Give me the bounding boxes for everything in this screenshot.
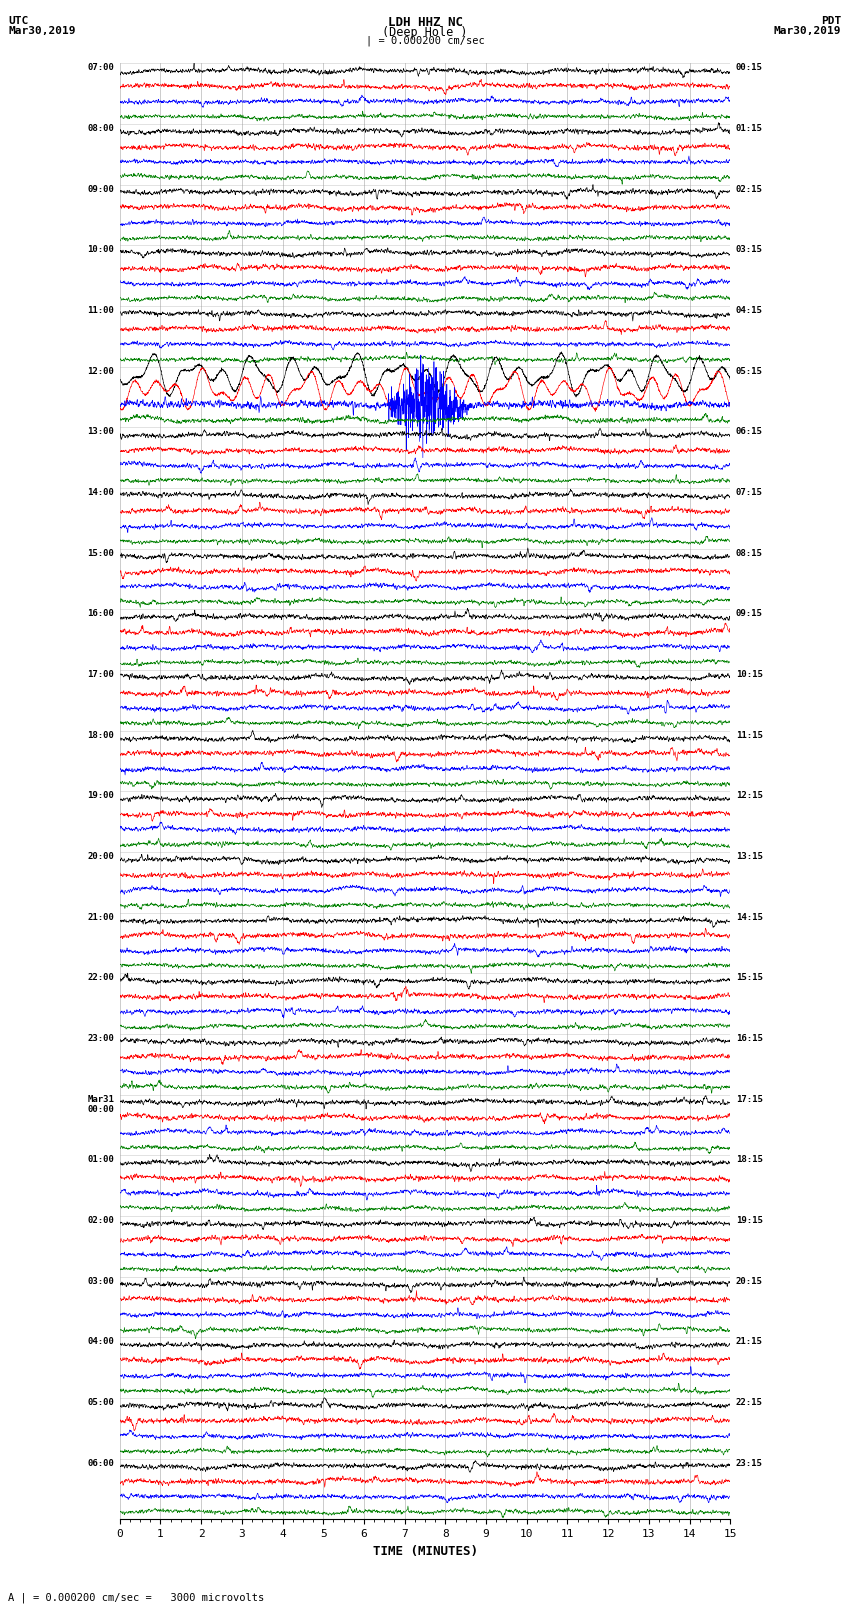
Text: Mar30,2019: Mar30,2019 [8,26,76,35]
Text: 02:15: 02:15 [736,185,762,194]
Text: 07:00: 07:00 [88,63,114,73]
Text: 14:00: 14:00 [88,489,114,497]
Text: LDH HHZ NC: LDH HHZ NC [388,16,462,29]
Text: 18:00: 18:00 [88,731,114,740]
Text: | = 0.000200 cm/sec: | = 0.000200 cm/sec [366,35,484,47]
Text: 00:15: 00:15 [736,63,762,73]
Text: 09:00: 09:00 [88,185,114,194]
Text: 01:00: 01:00 [88,1155,114,1165]
Text: 20:15: 20:15 [736,1277,762,1286]
Text: 02:00: 02:00 [88,1216,114,1224]
Text: PDT: PDT [821,16,842,26]
Text: 13:15: 13:15 [736,852,762,861]
Text: 16:15: 16:15 [736,1034,762,1044]
Text: 05:15: 05:15 [736,366,762,376]
Text: 04:00: 04:00 [88,1337,114,1347]
Text: 04:15: 04:15 [736,306,762,315]
Text: 23:15: 23:15 [736,1458,762,1468]
Text: 11:15: 11:15 [736,731,762,740]
Text: (Deep Hole ): (Deep Hole ) [382,26,468,39]
Text: 10:00: 10:00 [88,245,114,255]
Text: 08:00: 08:00 [88,124,114,132]
Text: 13:00: 13:00 [88,427,114,437]
Text: 23:00: 23:00 [88,1034,114,1044]
Text: 06:00: 06:00 [88,1458,114,1468]
Text: 16:00: 16:00 [88,610,114,618]
Text: 12:15: 12:15 [736,792,762,800]
Text: 17:15: 17:15 [736,1095,762,1103]
Text: 08:15: 08:15 [736,548,762,558]
Text: 18:15: 18:15 [736,1155,762,1165]
Text: 21:15: 21:15 [736,1337,762,1347]
Text: Mar31
00:00: Mar31 00:00 [88,1095,114,1115]
Text: 05:00: 05:00 [88,1398,114,1407]
Text: 20:00: 20:00 [88,852,114,861]
Text: 19:00: 19:00 [88,792,114,800]
Text: UTC: UTC [8,16,29,26]
Text: 03:15: 03:15 [736,245,762,255]
Text: 11:00: 11:00 [88,306,114,315]
Text: 15:00: 15:00 [88,548,114,558]
Text: 10:15: 10:15 [736,669,762,679]
Text: 01:15: 01:15 [736,124,762,132]
Text: 12:00: 12:00 [88,366,114,376]
Text: 22:15: 22:15 [736,1398,762,1407]
Text: 06:15: 06:15 [736,427,762,437]
Text: 03:00: 03:00 [88,1277,114,1286]
Text: 09:15: 09:15 [736,610,762,618]
Text: 22:00: 22:00 [88,973,114,982]
Text: 15:15: 15:15 [736,973,762,982]
Text: 14:15: 14:15 [736,913,762,921]
Text: 07:15: 07:15 [736,489,762,497]
Text: 17:00: 17:00 [88,669,114,679]
X-axis label: TIME (MINUTES): TIME (MINUTES) [372,1545,478,1558]
Text: Mar30,2019: Mar30,2019 [774,26,842,35]
Text: A | = 0.000200 cm/sec =   3000 microvolts: A | = 0.000200 cm/sec = 3000 microvolts [8,1592,264,1603]
Text: 21:00: 21:00 [88,913,114,921]
Text: 19:15: 19:15 [736,1216,762,1224]
